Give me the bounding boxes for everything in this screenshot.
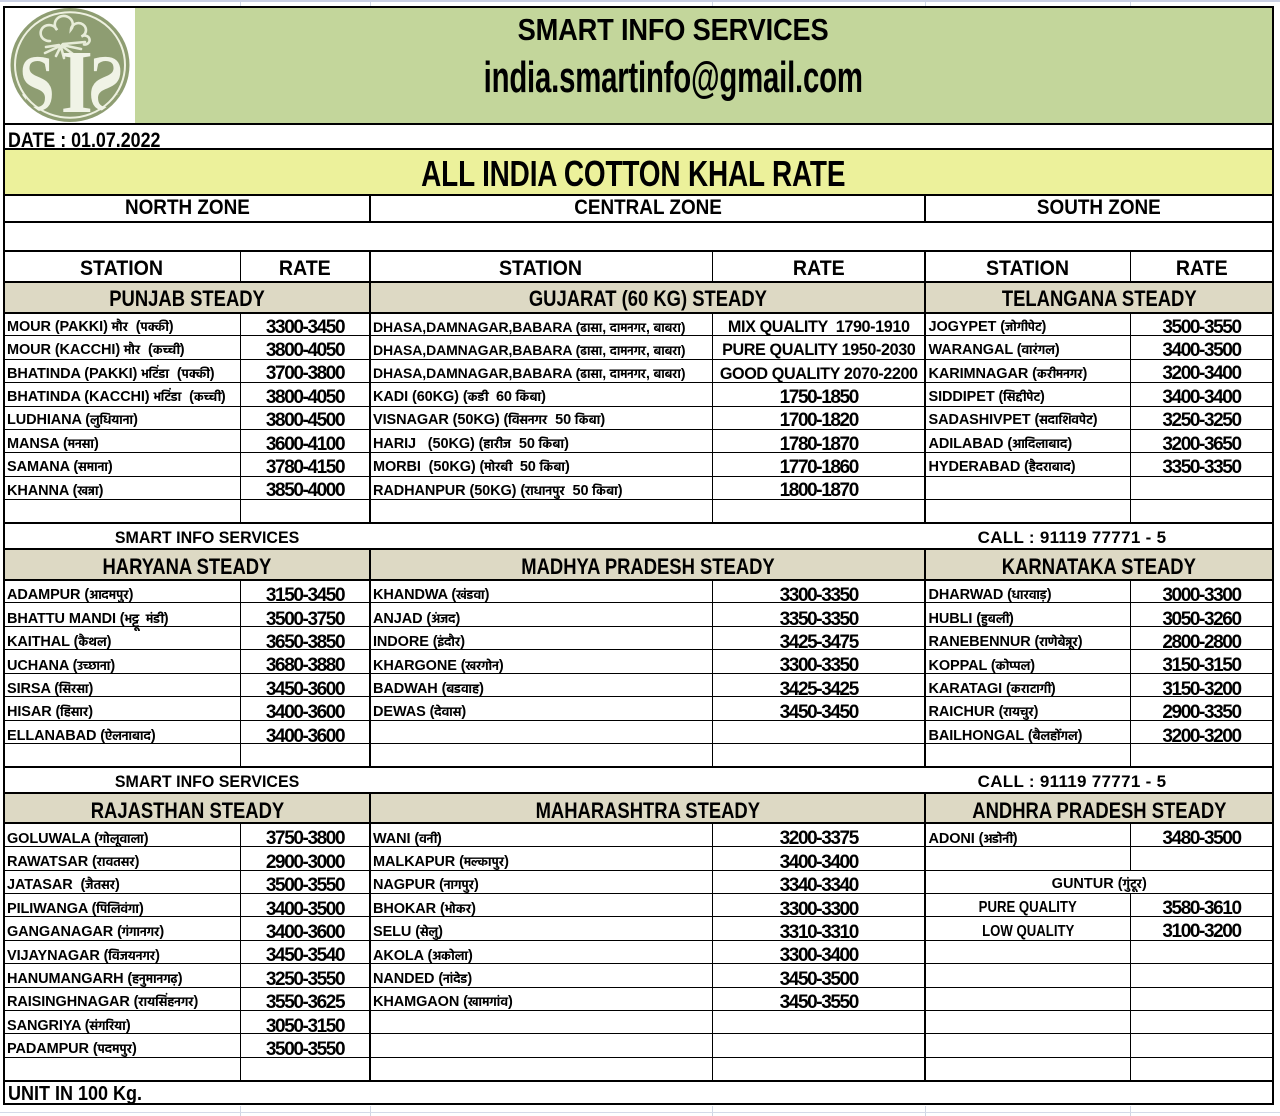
svg-text:I: I xyxy=(61,32,94,124)
svg-text:S: S xyxy=(88,38,124,124)
